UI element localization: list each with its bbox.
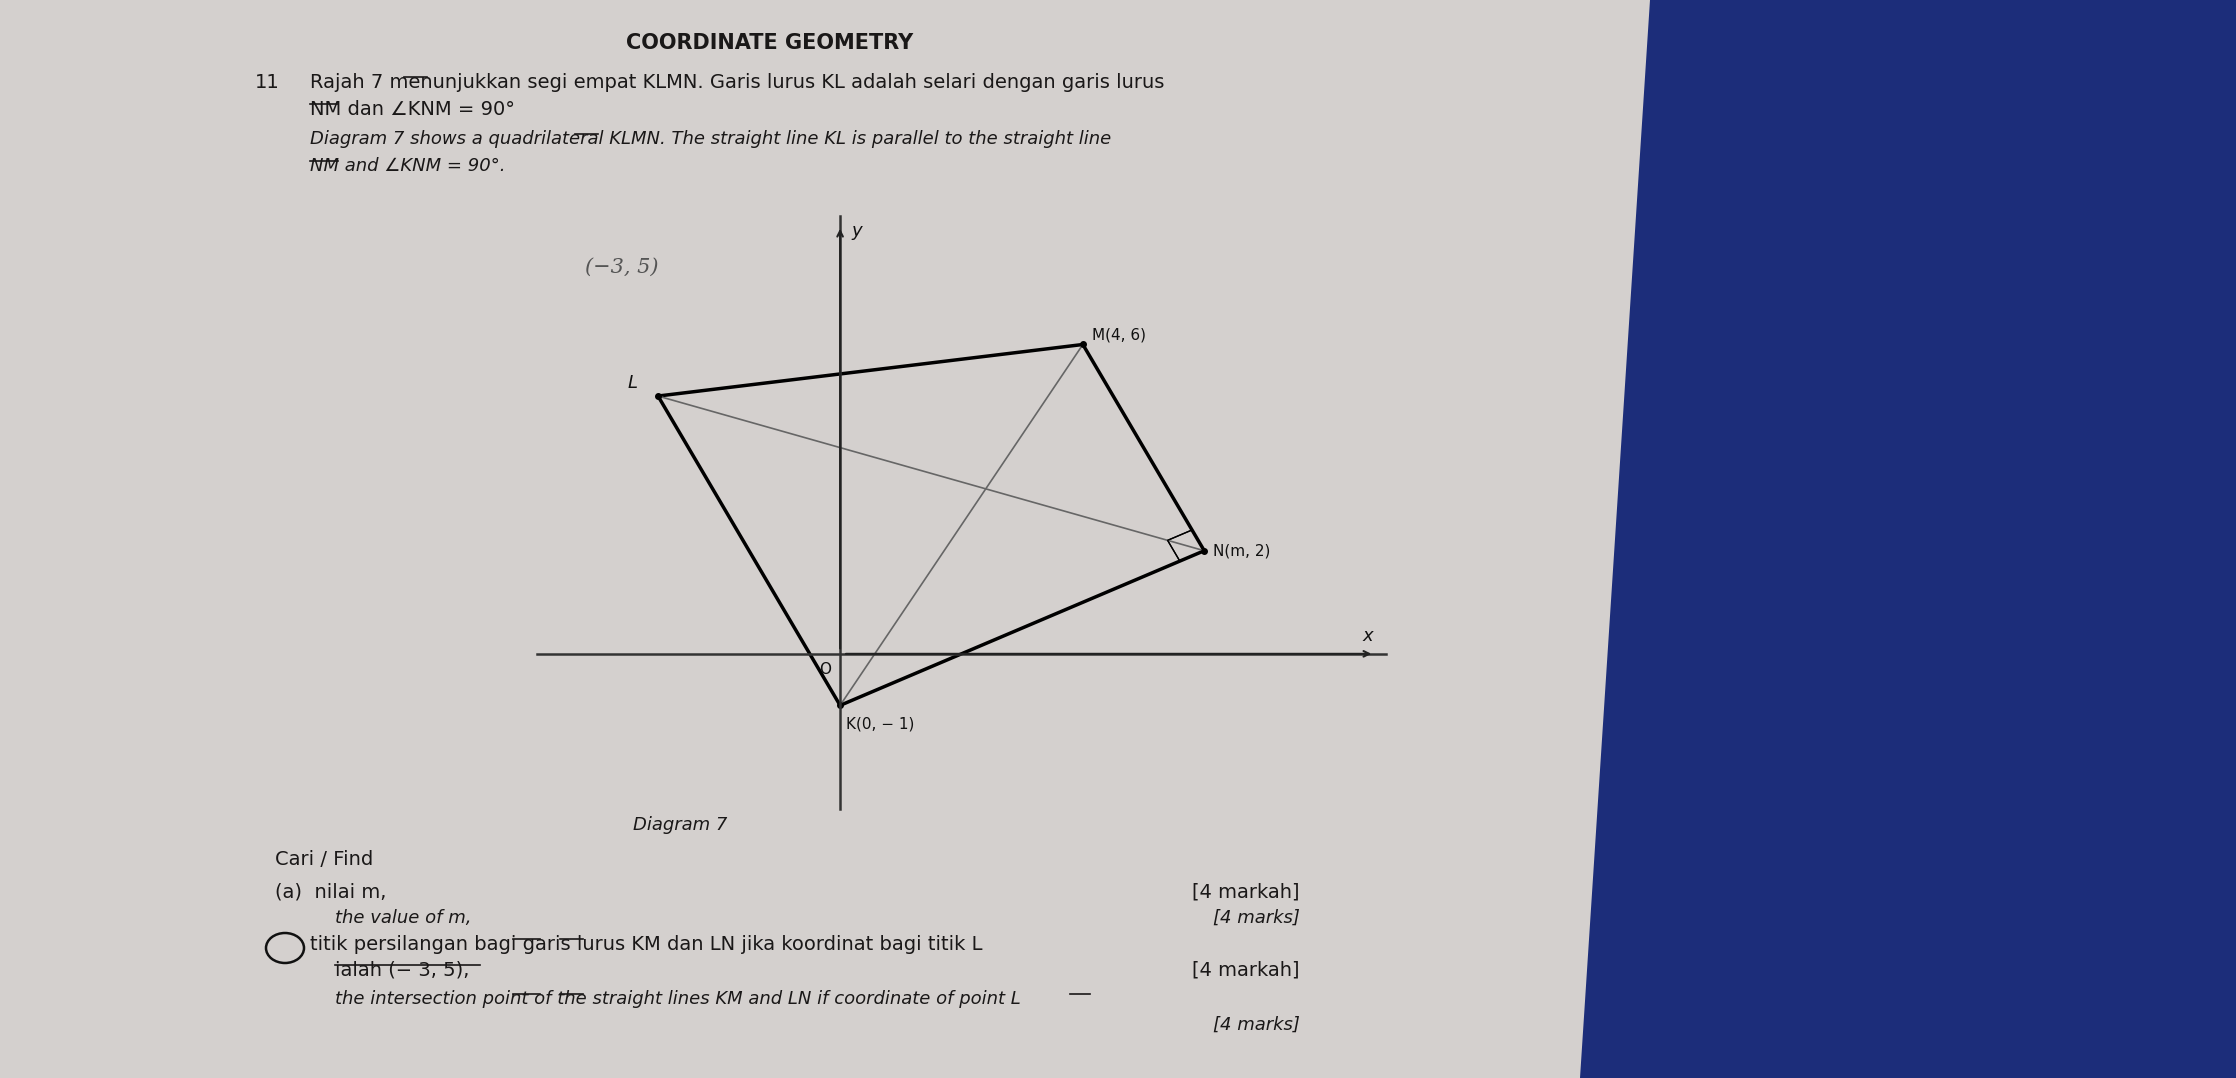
Text: M(4, 6): M(4, 6) — [1091, 328, 1147, 343]
Text: titik persilangan bagi garis lurus KM dan LN jika koordinat bagi titik L: titik persilangan bagi garis lurus KM da… — [311, 935, 982, 954]
Text: [4 marks]: [4 marks] — [1214, 909, 1299, 927]
Text: y: y — [852, 222, 861, 240]
Text: NM and ∠KNM = 90°.: NM and ∠KNM = 90°. — [311, 157, 505, 175]
Text: K(0, − 1): K(0, − 1) — [845, 717, 915, 732]
Text: [4 marks]: [4 marks] — [1214, 1015, 1299, 1034]
Text: (−3, 5): (−3, 5) — [586, 258, 660, 276]
Text: 11: 11 — [255, 73, 280, 92]
Text: O: O — [818, 663, 832, 677]
Text: L: L — [628, 374, 637, 392]
Text: Cari / Find: Cari / Find — [275, 849, 373, 869]
Text: the value of m,: the value of m, — [335, 909, 472, 927]
Text: ialah (− 3, 5),: ialah (− 3, 5), — [335, 960, 470, 980]
Text: Rajah 7 menunjukkan segi empat KLMN. Garis lurus KL adalah selari dengan garis l: Rajah 7 menunjukkan segi empat KLMN. Gar… — [311, 73, 1165, 92]
Text: the intersection point of the straight lines KM and LN if coordinate of point L: the intersection point of the straight l… — [335, 990, 1022, 1008]
Text: (a)  nilai m,: (a) nilai m, — [275, 882, 387, 901]
Text: Diagram 7: Diagram 7 — [633, 816, 727, 834]
Text: N(m, 2): N(m, 2) — [1214, 544, 1270, 558]
Text: [4 markah]: [4 markah] — [1192, 960, 1299, 980]
Text: Diagram 7 shows a quadrilateral KLMN. The straight line KL is parallel to the st: Diagram 7 shows a quadrilateral KLMN. Th… — [311, 130, 1111, 148]
Text: Rajah 7: Rajah 7 — [644, 788, 716, 807]
Polygon shape — [1581, 0, 2236, 1078]
Text: COORDINATE GEOMETRY: COORDINATE GEOMETRY — [626, 33, 915, 53]
Text: x: x — [1362, 627, 1373, 645]
Text: [4 markah]: [4 markah] — [1192, 882, 1299, 901]
Text: NM dan ∠KNM = 90°: NM dan ∠KNM = 90° — [311, 100, 514, 119]
